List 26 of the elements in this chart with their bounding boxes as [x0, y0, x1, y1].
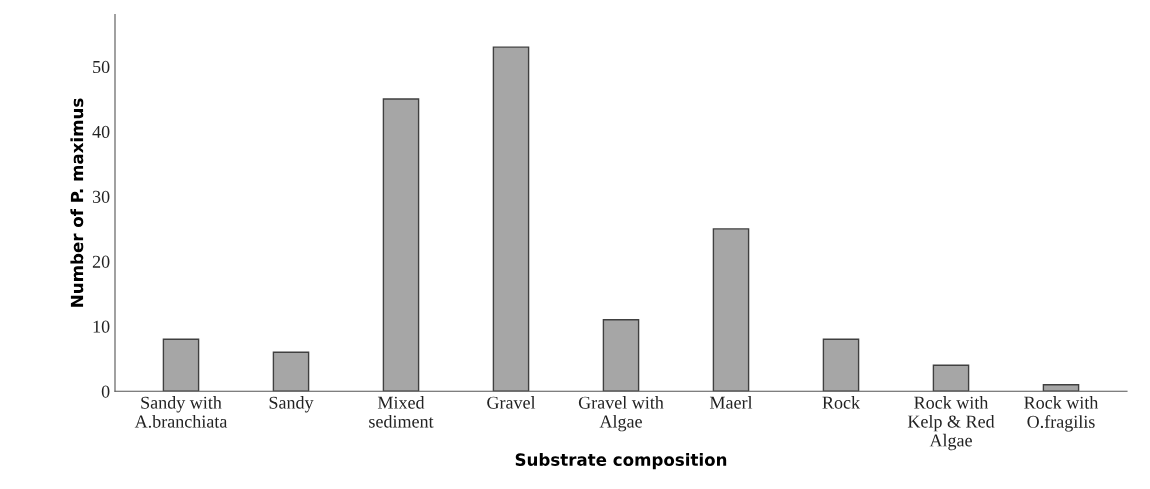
bar — [162, 338, 200, 392]
bar — [272, 351, 310, 392]
bar — [932, 364, 970, 392]
y-tick-label: 30 — [92, 190, 110, 203]
x-tick-label: Gravel — [487, 396, 536, 409]
y-tick-label: 0 — [101, 385, 110, 398]
x-tick-label: Rock with Kelp & Red Algae — [907, 396, 995, 451]
x-tick-label: Sandy with A.branchiata — [134, 396, 228, 428]
y-tick-label: 40 — [92, 125, 110, 138]
bar — [492, 46, 530, 392]
y-axis-title: Number of P. maximus — [70, 98, 84, 307]
x-axis-title: Substrate composition — [515, 453, 727, 470]
y-tick-label: 10 — [93, 320, 110, 333]
bar — [1042, 384, 1080, 392]
x-tick-label: Rock — [822, 396, 861, 409]
x-tick-label: Rock with O.fragilis — [1024, 396, 1099, 432]
x-tick-label: Mixed sediment — [369, 396, 434, 428]
y-tick-label: 20 — [92, 255, 110, 268]
y-tick-label: 50 — [93, 60, 110, 74]
bar — [602, 319, 640, 392]
bar — [382, 98, 420, 392]
x-tick-label: Sandy — [269, 396, 314, 413]
x-tick-label: Gravel with Algae — [578, 396, 664, 432]
bar — [822, 338, 860, 392]
bar — [712, 228, 750, 392]
x-tick-label: Maerl — [709, 396, 753, 409]
